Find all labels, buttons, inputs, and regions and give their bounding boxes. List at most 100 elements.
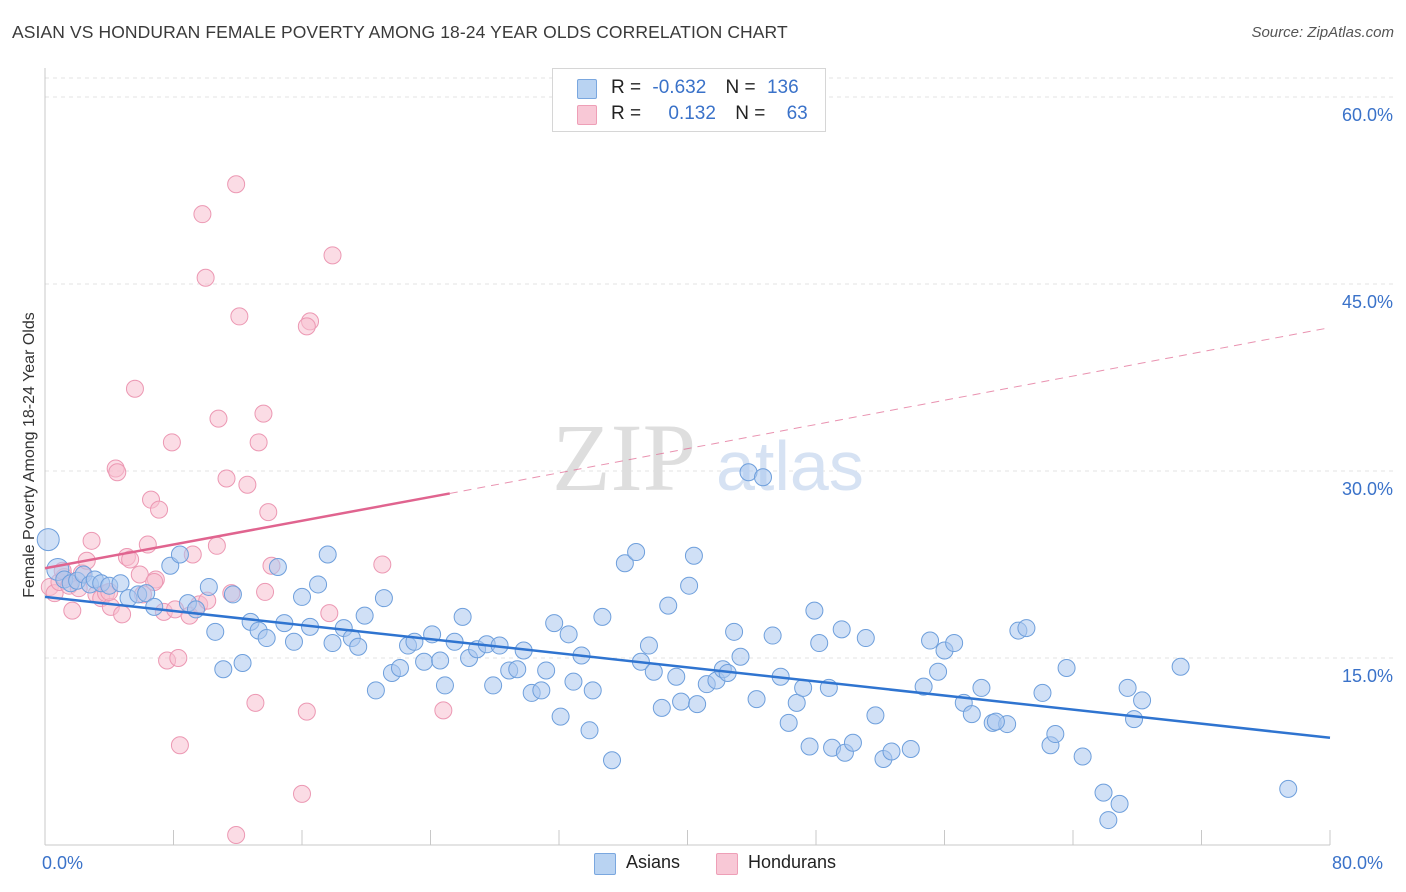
asian-point (374, 589, 393, 608)
honduran-point (256, 582, 275, 601)
asian-point (972, 678, 991, 697)
asian-points (36, 463, 1298, 830)
asian-point (659, 596, 678, 615)
asian-point (545, 614, 564, 633)
asian-point (323, 634, 342, 653)
honduran-trend-extension (449, 327, 1331, 494)
honduran-point (162, 433, 181, 452)
asian-point (639, 636, 658, 655)
asian-point (145, 597, 164, 616)
asian-point (1073, 747, 1092, 766)
honduran-point (293, 784, 311, 803)
asian-point (787, 693, 806, 712)
honduran-point (150, 500, 169, 519)
asian-point (986, 712, 1005, 731)
honduran-point (207, 536, 226, 555)
asian-point (800, 737, 819, 756)
asian-point (284, 632, 303, 651)
honduran-point (323, 246, 342, 265)
asian-point (508, 660, 527, 679)
asian-point (1171, 657, 1190, 676)
honduran-point (217, 469, 236, 488)
asian-point (779, 713, 798, 732)
asian-point (309, 575, 328, 594)
legend-n-label: N = (735, 103, 766, 124)
asian-point (684, 546, 703, 565)
asian-point (349, 637, 368, 656)
watermark-zip: ZIP (552, 404, 696, 511)
legend-n-label: N = (725, 77, 756, 98)
x-tick-max: 80.0% (1332, 853, 1384, 873)
honduran-point (170, 736, 189, 755)
hondurans-swatch (577, 105, 597, 125)
asian-point (268, 557, 287, 576)
legend-n-value-asians: 136 (766, 77, 799, 98)
honduran-point (227, 826, 246, 845)
asian-point (1125, 710, 1144, 729)
asian-point (111, 574, 130, 593)
asian-point (170, 545, 189, 564)
asian-point (1110, 794, 1129, 813)
asian-point (1279, 779, 1298, 798)
legend-r-label: R = (611, 77, 642, 98)
honduran-point (373, 555, 392, 574)
honduran-point (130, 565, 149, 584)
asian-point (929, 662, 948, 681)
asian-point (652, 698, 671, 717)
asian-point (672, 692, 691, 711)
honduran-point (227, 175, 246, 194)
honduran-point (230, 307, 249, 326)
hondurans-legend-swatch (716, 853, 738, 875)
honduran-point (193, 205, 212, 224)
legend-r-value-hondurans: 0.132 (668, 103, 716, 124)
asian-point (725, 622, 744, 641)
asian-point (763, 626, 782, 645)
asian-point (257, 629, 276, 648)
asian-point (901, 740, 920, 759)
asian-point (644, 662, 663, 681)
asian-point (36, 528, 60, 552)
legend-r-value-asians: -0.632 (652, 77, 707, 98)
honduran-point (249, 433, 268, 452)
honduran-point (259, 503, 278, 522)
asians-legend-label: Asians (626, 852, 681, 872)
asian-point (415, 652, 434, 671)
asian-point (945, 634, 964, 653)
trend-lines (44, 327, 1331, 740)
asian-point (747, 690, 766, 709)
asian-point (559, 625, 578, 644)
asian-point (731, 647, 750, 666)
honduran-point (209, 409, 228, 428)
asian-point (1033, 683, 1052, 702)
honduran-point (238, 475, 257, 494)
legend-r-label: R = (611, 103, 642, 124)
correlation-legend: R = -0.632 N = 136 R = 0.132 N = 63 (552, 68, 826, 132)
honduran-point (82, 531, 101, 550)
asian-point (1118, 678, 1137, 697)
asian-point (137, 584, 156, 603)
asian-point (921, 631, 940, 650)
axes (44, 68, 1331, 846)
y-tick-label: 30.0% (1341, 479, 1393, 499)
source-label: Source: ZipAtlas.com (1251, 24, 1394, 41)
asian-point (962, 705, 981, 724)
asians-legend-swatch (594, 853, 616, 875)
honduran-point (125, 379, 144, 398)
asian-point (1133, 691, 1152, 710)
asian-point (537, 661, 556, 680)
asian-point (318, 545, 337, 564)
asians-swatch (577, 79, 597, 99)
honduran-points (40, 175, 453, 845)
asian-point (753, 468, 772, 487)
asian-point (627, 543, 646, 562)
watermark-atlas: atlas (716, 427, 864, 505)
asian-point (214, 660, 233, 679)
honduran-point (320, 604, 339, 623)
honduran-point (196, 268, 215, 287)
asian-trend-line (44, 595, 1331, 740)
asian-point (564, 672, 583, 691)
asian-point (580, 721, 599, 740)
asian-point (233, 653, 252, 672)
grid-lines (45, 77, 1395, 659)
